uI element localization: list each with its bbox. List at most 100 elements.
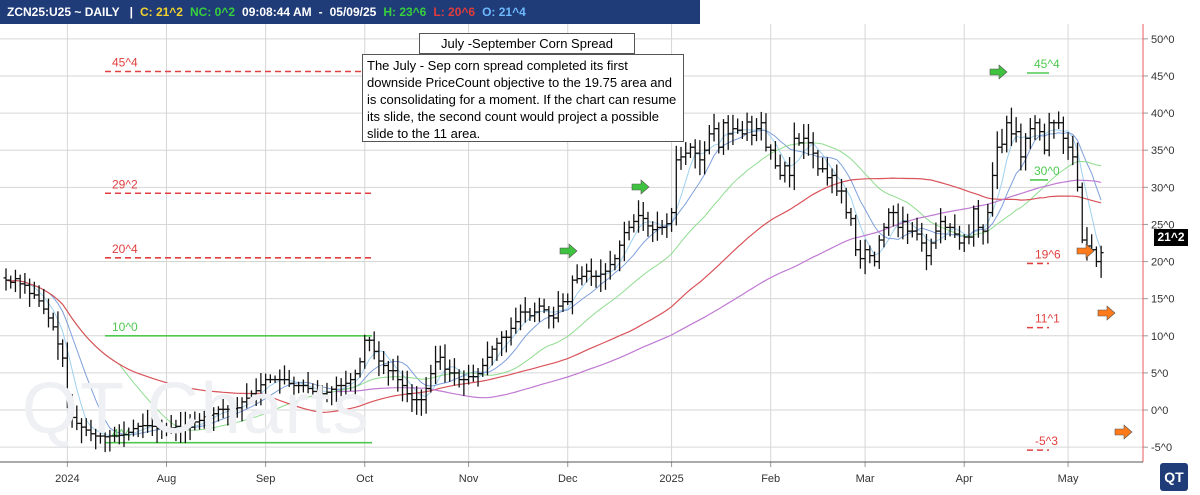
quote-time: 09:08:44 AM [242, 5, 312, 19]
candlestick [79, 418, 85, 444]
y-tick-label: 30^0 [1151, 182, 1175, 194]
candlestick [300, 379, 306, 393]
candlestick [192, 411, 198, 431]
x-tick-label: Feb [761, 473, 780, 485]
candlestick [664, 213, 670, 238]
candlestick [787, 157, 793, 188]
candlestick [645, 211, 651, 237]
signal-arrows [559, 64, 1133, 440]
candlestick [93, 428, 99, 450]
objective-label: 29^2 [112, 177, 138, 191]
candlestick [725, 115, 731, 150]
candlestick [862, 239, 868, 275]
candlestick [201, 410, 207, 429]
candlestick [385, 360, 391, 386]
objective-label: 30^0 [1034, 164, 1060, 178]
candlestick [772, 141, 778, 169]
objective-label: 45^4 [112, 56, 138, 70]
candlestick [763, 113, 769, 152]
candlestick [1056, 111, 1062, 130]
candlestick [310, 383, 316, 395]
candlestick [735, 118, 741, 134]
header-divider: | [129, 5, 133, 19]
candlestick [27, 278, 33, 307]
candlestick [230, 399, 236, 424]
candlestick [466, 364, 472, 385]
candlestick [994, 131, 1000, 190]
candlestick [881, 222, 887, 248]
y-tick-label: 5^0 [1151, 368, 1168, 380]
candlestick [569, 275, 575, 315]
candlestick [248, 390, 254, 404]
qt-logo[interactable]: QT [1160, 463, 1188, 491]
candlestick [711, 113, 717, 142]
quote-header: ZCN25:U25 ~ DAILY | C: 21^2 NC: 0^2 09:0… [0, 0, 700, 24]
candlestick [768, 144, 774, 160]
candlestick [220, 398, 226, 419]
candlestick [782, 161, 788, 183]
candlestick [88, 419, 94, 442]
candlestick [395, 355, 401, 392]
objective-levels: 45^4 29^2 20^4 10^0 4^4 45^4 30^0 19^6 11^1 -5^3 [105, 56, 1061, 451]
candlestick [470, 364, 476, 382]
candlestick [848, 207, 854, 226]
candlestick [588, 258, 594, 286]
candlestick [730, 114, 736, 146]
candlestick [362, 334, 368, 369]
candlestick [215, 406, 221, 422]
x-tick-label: Apr [956, 473, 973, 485]
candlestick [820, 157, 826, 173]
candlestick [305, 372, 311, 394]
close-value: C: 21^2 [139, 5, 183, 19]
candlestick [551, 306, 557, 329]
last-price-tag: 21^2 [1154, 229, 1188, 246]
candlestick [579, 266, 585, 286]
symbol-label[interactable]: ZCN25:U25 ~ DAILY [7, 5, 120, 19]
candlestick [1032, 115, 1038, 141]
candlestick [673, 145, 679, 226]
candlestick [890, 205, 896, 227]
candlestick [112, 426, 118, 443]
objective-label: 10^0 [112, 320, 138, 334]
candlestick [928, 238, 934, 266]
candlestick [815, 149, 821, 176]
candlestick [1008, 107, 1014, 147]
candlestick [423, 377, 429, 414]
candlestick [754, 118, 760, 142]
candlestick [966, 224, 972, 245]
candlestick [409, 384, 415, 413]
candlestick [626, 220, 632, 241]
candlestick [253, 378, 259, 406]
candlestick [149, 416, 155, 436]
candlestick [1041, 123, 1047, 155]
candlestick [315, 380, 321, 399]
candlestick [843, 187, 849, 219]
candlestick [602, 263, 608, 290]
objective-label: 19^6 [1035, 247, 1061, 261]
candlestick [489, 345, 495, 366]
candlestick [267, 374, 273, 384]
candlestick [598, 259, 604, 293]
candlestick [923, 233, 929, 271]
x-tick-label: Sep [256, 473, 276, 485]
candlestick [985, 203, 991, 244]
candlestick [197, 413, 203, 430]
y-tick-label: 10^0 [1151, 331, 1175, 343]
candlestick [447, 359, 453, 382]
candlestick [612, 254, 618, 271]
y-tick-label: 35^0 [1151, 145, 1175, 157]
candlestick [971, 205, 977, 247]
candlestick [980, 224, 986, 245]
candlestick [296, 381, 302, 394]
moving-average-long [5, 142, 1102, 431]
y-tick-label: 20^0 [1151, 257, 1175, 269]
candlestick [909, 221, 915, 238]
candlestick [621, 221, 627, 262]
candlestick [947, 223, 953, 237]
candlestick [338, 378, 344, 401]
candlestick [853, 214, 859, 257]
candlestick [1023, 133, 1029, 171]
time-date-divider: - [318, 5, 323, 19]
candlestick [182, 411, 188, 444]
x-tick-label: 2024 [55, 473, 79, 485]
